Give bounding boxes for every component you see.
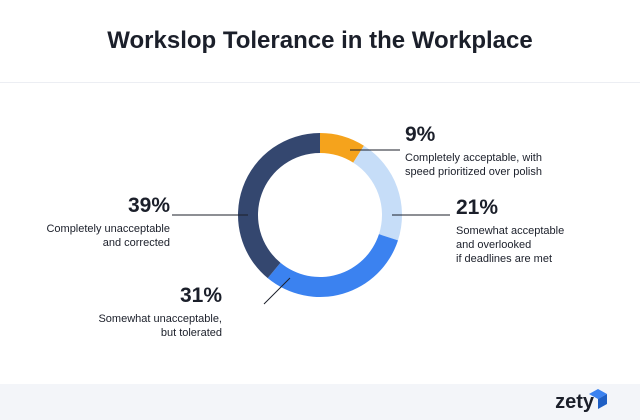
- chart-title: Workslop Tolerance in the Workplace: [107, 27, 533, 54]
- callout: 39% Completely unacceptable and corrected: [46, 194, 170, 250]
- callout: 21% Somewhat acceptable and overlooked if…: [456, 196, 564, 266]
- value-label: 31%: [179, 284, 222, 307]
- callout: 9% Completely acceptable, with speed prio…: [405, 123, 542, 179]
- donut-segment: [267, 234, 398, 297]
- donut-segment: [353, 145, 402, 241]
- value-label: 39%: [127, 194, 170, 217]
- value-label: 21%: [456, 196, 499, 219]
- donut-segment: [237, 133, 320, 279]
- category-label: Completely acceptable, with speed priori…: [405, 152, 542, 178]
- logo-icon: [589, 389, 607, 409]
- category-label: Somewhat unacceptable, but tolerated: [98, 313, 222, 339]
- leader-line: [263, 277, 291, 305]
- header: Workslop Tolerance in the Workplace: [0, 0, 640, 83]
- donut-segment: [320, 133, 364, 163]
- footer: [0, 384, 640, 420]
- category-label: Completely unacceptable and corrected: [46, 223, 170, 249]
- value-label: 9%: [405, 123, 436, 146]
- callout: 31% Somewhat unacceptable, but tolerated: [98, 284, 222, 340]
- brand-logo: zety: [555, 391, 594, 413]
- category-label: Somewhat acceptable and overlooked if de…: [456, 225, 565, 265]
